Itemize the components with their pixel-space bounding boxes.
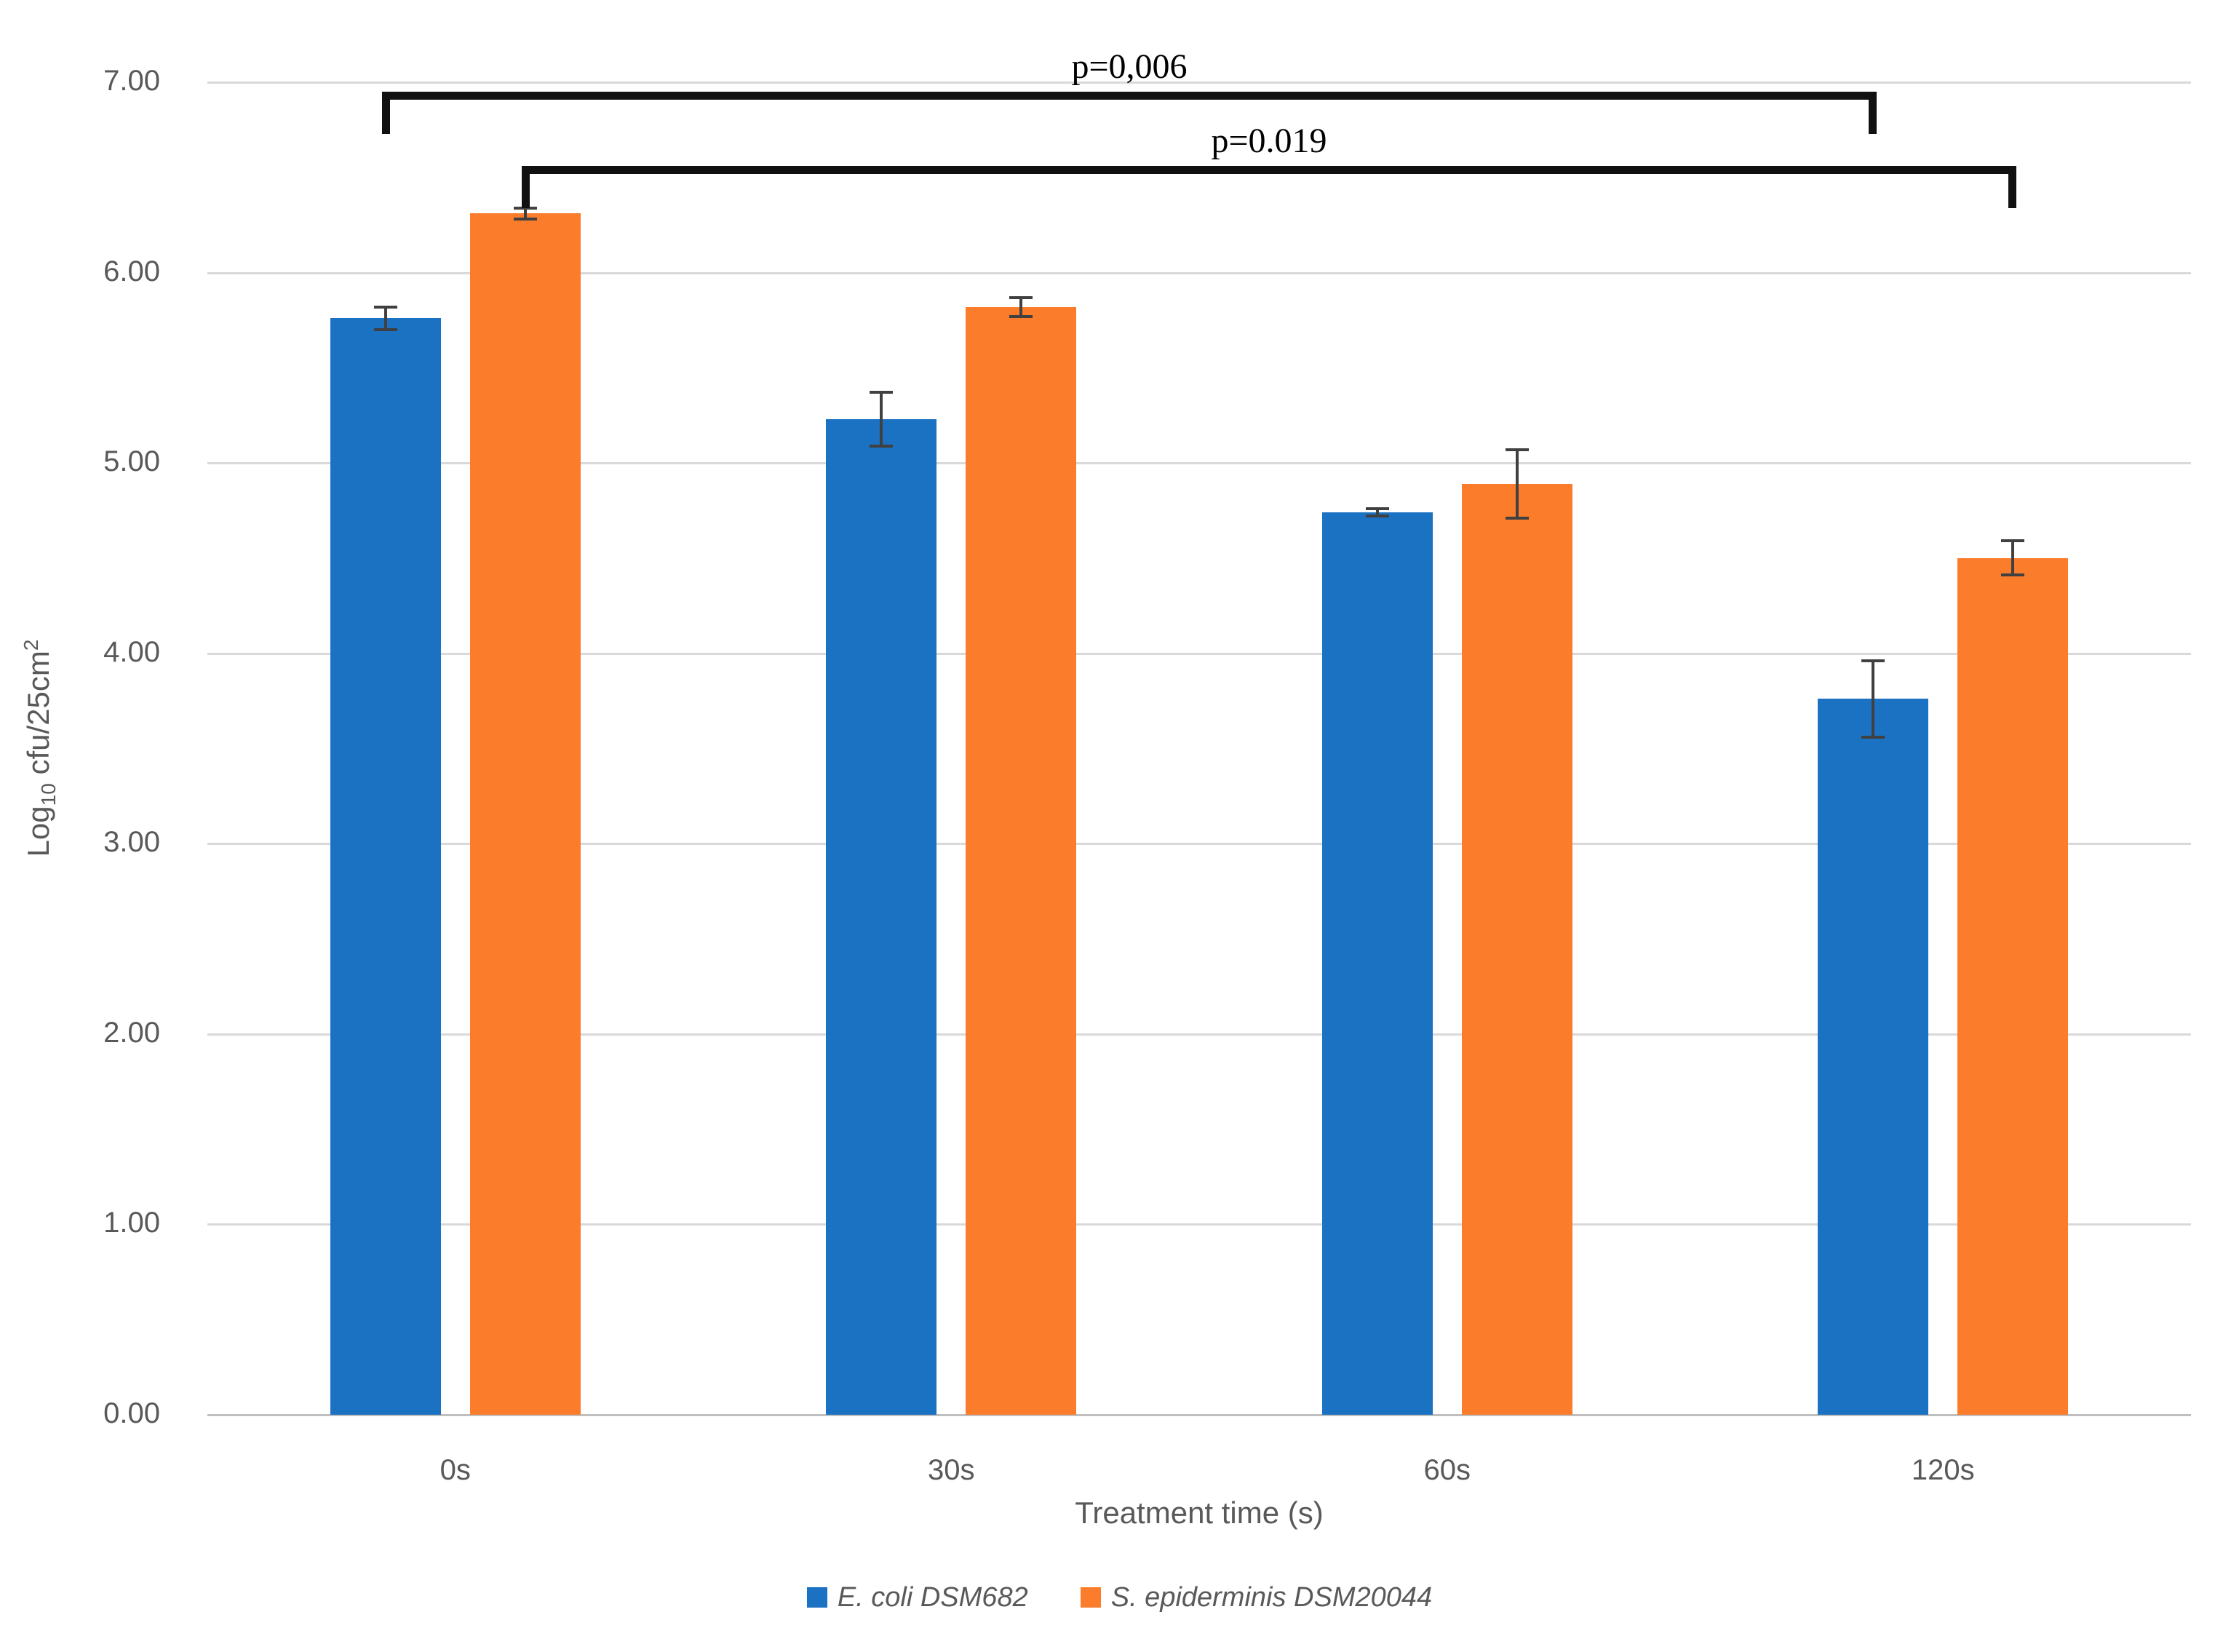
legend: E. coli DSM682 S. epiderminis DSM20044 [0, 1579, 2239, 1616]
gridline [207, 652, 2191, 655]
bar-ecoli-30s [826, 418, 937, 1415]
error-bar-cap-top [1365, 507, 1389, 510]
error-bar-cap-top [1009, 295, 1033, 299]
error-bar-cap-bottom [513, 218, 537, 221]
significance-bracket-2 [521, 166, 2017, 209]
error-bar-line [880, 392, 883, 446]
error-bar-line [1872, 661, 1875, 737]
bar-ecoli-120s [1818, 699, 1929, 1415]
error-bar-cap-top [1505, 448, 1529, 451]
legend-label-series-2: S. epiderminis DSM20044 [1110, 1581, 1433, 1613]
error-bar-cap-top [1861, 659, 1885, 663]
x-tick-label-0s: 0s [440, 1454, 471, 1486]
bar-sepiderminis-30s [966, 306, 1077, 1415]
bar-ecoli-0s [330, 318, 441, 1415]
x-axis-title: Treatment time (s) [1075, 1496, 1324, 1530]
y-tick-label: 4.00 [103, 635, 160, 668]
bar-sepiderminis-60s [1461, 483, 1572, 1415]
error-bar-cap-bottom [1861, 735, 1885, 739]
gridline [207, 843, 2191, 846]
p-value-label-1: p=0,006 [1071, 47, 1188, 87]
error-bar-line [383, 306, 387, 330]
x-tick-label-60s: 60s [1423, 1454, 1471, 1486]
error-bar-line [1515, 449, 1519, 518]
x-tick-label-120s: 120s [1911, 1454, 1975, 1486]
legend-item-series-1: E. coli DSM682 [806, 1581, 1028, 1613]
error-bar-cap-bottom [870, 444, 894, 448]
error-bar-cap-bottom [1505, 516, 1529, 520]
y-tick-label: 3.00 [103, 826, 160, 859]
error-bar-cap-top [2001, 539, 2025, 543]
y-tick-label: 5.00 [103, 445, 160, 478]
bar-sepiderminis-0s [469, 213, 581, 1415]
bar-ecoli-60s [1321, 512, 1433, 1415]
error-bar-cap-bottom [2001, 573, 2025, 577]
error-bar-line [1375, 508, 1379, 517]
error-bar-cap-bottom [1009, 314, 1033, 318]
legend-swatch-blue [806, 1587, 827, 1608]
gridline [207, 1033, 2191, 1036]
error-bar-cap-bottom [373, 328, 397, 332]
y-tick-label: 0.00 [103, 1397, 160, 1429]
error-bar-line [1019, 297, 1023, 317]
gridline [207, 462, 2191, 465]
legend-item-series-2: S. epiderminis DSM20044 [1080, 1581, 1433, 1613]
y-tick-label: 1.00 [103, 1207, 160, 1239]
legend-swatch-orange [1080, 1587, 1101, 1608]
error-bar-line [2011, 541, 2015, 576]
error-bar-line [523, 207, 527, 220]
y-tick-label: 2.00 [103, 1016, 160, 1049]
gridline [207, 271, 2191, 274]
x-axis-line [207, 1414, 2191, 1416]
significance-bracket-1 [381, 92, 1877, 135]
gridline [207, 82, 2191, 84]
error-bar-cap-bottom [1365, 515, 1389, 518]
error-bar-cap-top [373, 305, 397, 309]
p-value-label-2: p=0.019 [1211, 122, 1327, 161]
error-bar-cap-top [870, 391, 894, 394]
bar-sepiderminis-120s [1957, 557, 2069, 1415]
y-tick-label: 7.00 [103, 65, 160, 97]
gridline [207, 1223, 2191, 1226]
legend-label-series-1: E. coli DSM682 [837, 1581, 1028, 1613]
x-tick-label-30s: 30s [928, 1454, 975, 1486]
y-tick-label: 6.00 [103, 255, 160, 287]
